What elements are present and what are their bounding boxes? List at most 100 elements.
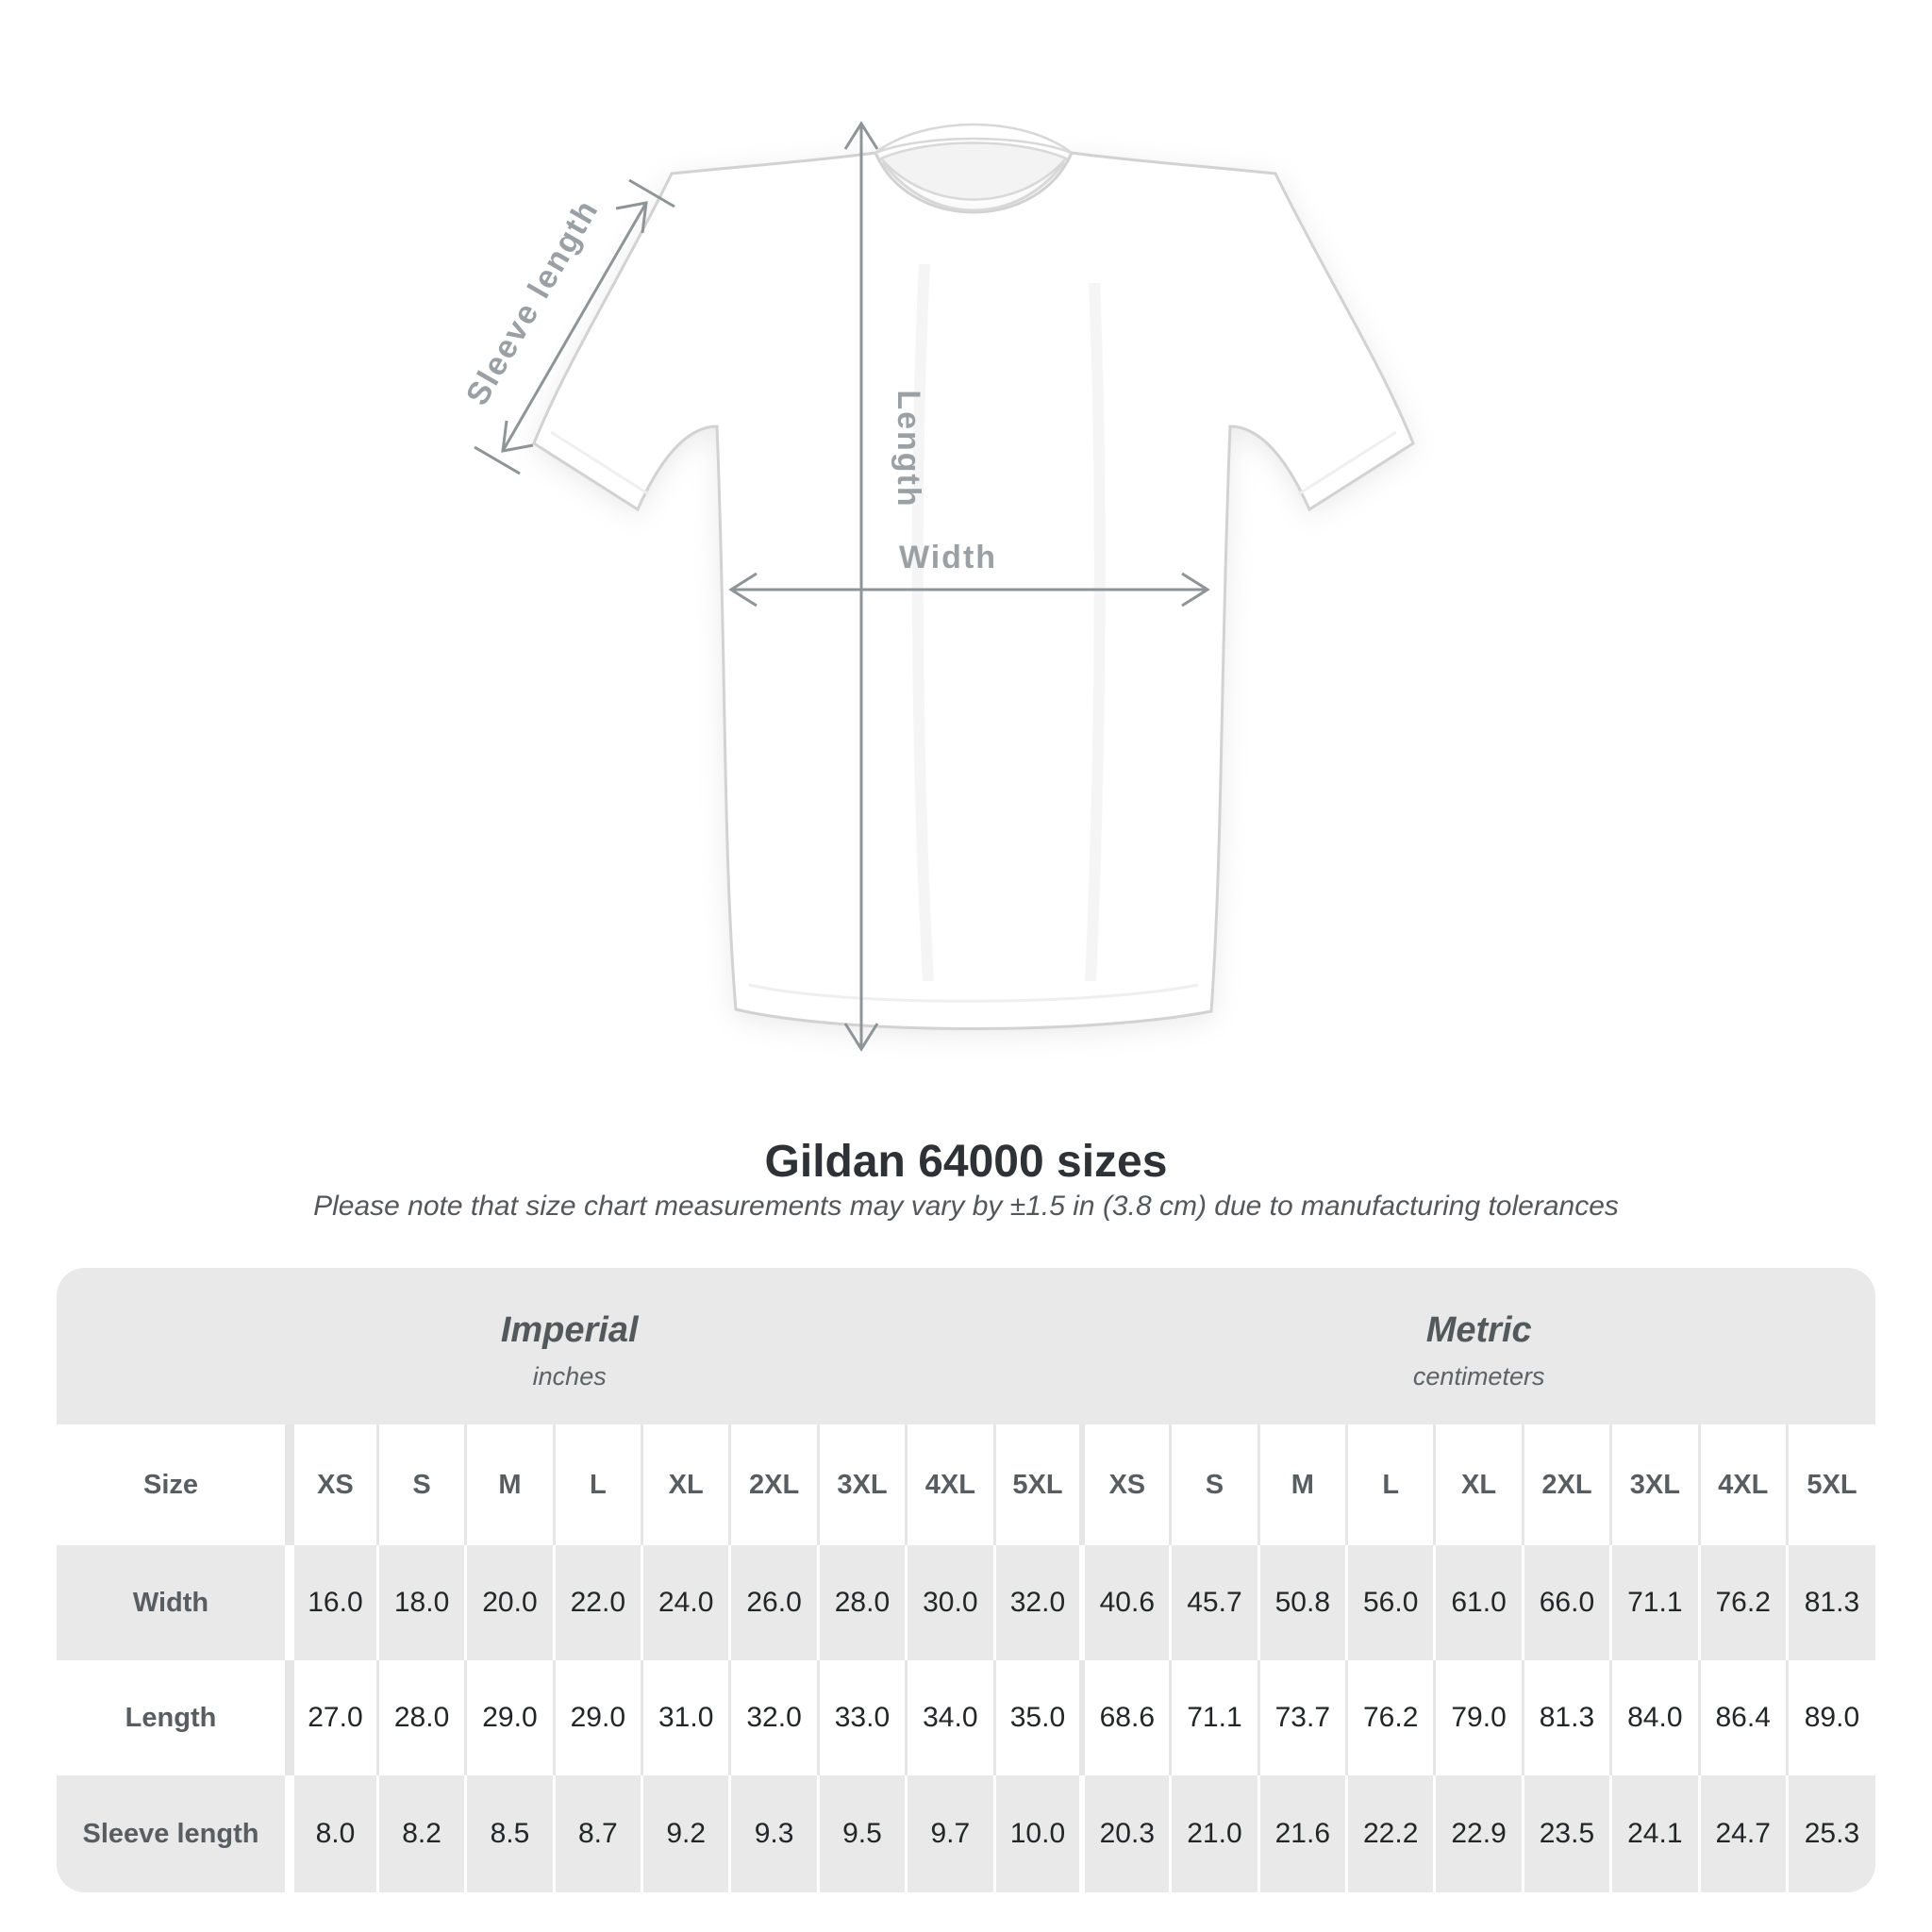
size-col-header: 5XL — [1785, 1424, 1875, 1545]
size-col-header: S — [1169, 1424, 1259, 1545]
value-cell: 66.0 — [1521, 1545, 1611, 1660]
value-cell: 71.1 — [1609, 1545, 1699, 1660]
size-header-row: Size XS S M L XL 2XL 3XL 4XL 5XL XS S M L XL 2XL 3XL 4XL 5… — [57, 1424, 1875, 1545]
sleeve-length-arrow — [474, 178, 675, 475]
left-cuff-stitch — [550, 430, 650, 496]
value-cell: 68.6 — [1079, 1660, 1171, 1775]
value-cell: 35.0 — [992, 1660, 1083, 1775]
page-subtitle: Please note that size chart measurements… — [313, 1191, 1619, 1222]
value-cell: 61.0 — [1433, 1545, 1524, 1660]
value-cell: 73.7 — [1257, 1660, 1347, 1775]
size-col-header: S — [375, 1424, 466, 1545]
value-cell: 20.3 — [1079, 1775, 1171, 1892]
measurement-row: Length 27.0 28.0 29.0 29.0 31.0 32.0 33.0 34.0 35… — [57, 1660, 1875, 1775]
imperial-unit: inches — [532, 1362, 607, 1391]
size-col-header: XS — [1079, 1424, 1171, 1545]
value-cell: 30.0 — [905, 1545, 994, 1660]
imperial-section-header: Imperial inches — [57, 1268, 1082, 1424]
value-cell: 76.2 — [1344, 1660, 1435, 1775]
unit-section-headers: Imperial inches Metric centimeters — [57, 1268, 1875, 1424]
page-title: Gildan 64000 sizes — [764, 1137, 1168, 1187]
value-cell: 29.0 — [464, 1660, 555, 1775]
measurement-row: Sleeve length 8.0 8.2 8.5 8.7 9.2 9.3 9.5 9.7 10.… — [57, 1775, 1875, 1892]
value-cell: 86.4 — [1697, 1660, 1788, 1775]
metric-label: Metric — [1425, 1310, 1532, 1350]
value-cell: 24.7 — [1697, 1775, 1788, 1892]
value-cell: 76.2 — [1697, 1545, 1788, 1660]
collar-back — [874, 123, 1073, 155]
size-col-header: 5XL — [992, 1424, 1083, 1545]
imperial-label: Imperial — [500, 1310, 639, 1350]
size-col-header: 4XL — [905, 1424, 994, 1545]
value-cell: 33.0 — [816, 1660, 907, 1775]
size-col-header: XS — [284, 1424, 378, 1545]
value-cell: 32.0 — [728, 1660, 819, 1775]
metric-unit: centimeters — [1412, 1362, 1545, 1391]
value-cell: 34.0 — [905, 1660, 994, 1775]
length-arrow — [843, 121, 879, 1052]
collar-band-line — [881, 161, 1066, 212]
value-cell: 84.0 — [1609, 1660, 1699, 1775]
collar-opening — [878, 142, 1069, 201]
value-cell: 45.7 — [1169, 1545, 1259, 1660]
hem-stitch — [748, 983, 1199, 1003]
tshirt-diagram: Length Width Sleeve length — [459, 121, 1415, 1052]
size-col-header: M — [1257, 1424, 1347, 1545]
value-cell: 71.1 — [1169, 1660, 1259, 1775]
value-cell: 28.0 — [375, 1660, 466, 1775]
value-cell: 21.0 — [1169, 1775, 1259, 1892]
value-cell: 8.5 — [464, 1775, 555, 1892]
value-cell: 18.0 — [375, 1545, 466, 1660]
fabric-fold — [911, 263, 934, 982]
length-label: Length — [891, 390, 926, 508]
value-cell: 8.2 — [375, 1775, 466, 1892]
value-cell: 22.9 — [1433, 1775, 1524, 1892]
value-cell: 25.3 — [1785, 1775, 1875, 1892]
size-col-header: L — [1344, 1424, 1435, 1545]
size-col-header: XL — [1433, 1424, 1524, 1545]
value-cell: 29.0 — [552, 1660, 642, 1775]
size-col-header: 2XL — [1521, 1424, 1611, 1545]
value-cell: 81.3 — [1521, 1660, 1611, 1775]
value-cell: 23.5 — [1521, 1775, 1611, 1892]
fabric-fold — [1085, 282, 1106, 982]
right-cuff-stitch — [1297, 430, 1397, 496]
value-cell: 26.0 — [728, 1545, 819, 1660]
row-label: Length — [125, 1702, 217, 1733]
value-cell: 24.1 — [1609, 1775, 1699, 1892]
size-table-panel: Imperial inches Metric centimeters Size X… — [57, 1268, 1875, 1892]
value-cell: 24.0 — [640, 1545, 730, 1660]
value-cell: 28.0 — [816, 1545, 907, 1660]
size-col-header: 4XL — [1697, 1424, 1788, 1545]
value-cell: 21.6 — [1257, 1775, 1347, 1892]
size-col-header: M — [464, 1424, 555, 1545]
value-cell: 89.0 — [1785, 1660, 1875, 1775]
value-cell: 27.0 — [284, 1660, 378, 1775]
metric-section-header: Metric centimeters — [1082, 1268, 1875, 1424]
value-cell: 31.0 — [640, 1660, 730, 1775]
row-label: Sleeve length — [82, 1818, 259, 1849]
value-cell: 40.6 — [1079, 1545, 1171, 1660]
value-cell: 9.3 — [728, 1775, 819, 1892]
value-cell: 22.2 — [1344, 1775, 1435, 1892]
size-col-header: 2XL — [728, 1424, 819, 1545]
value-cell: 9.5 — [816, 1775, 907, 1892]
value-cell: 79.0 — [1433, 1660, 1524, 1775]
width-label: Width — [899, 540, 997, 575]
size-col-header: 3XL — [1609, 1424, 1699, 1545]
width-arrow — [728, 572, 1210, 608]
size-col-header: 3XL — [816, 1424, 907, 1545]
value-cell: 56.0 — [1344, 1545, 1435, 1660]
value-cell: 81.3 — [1785, 1545, 1875, 1660]
size-table: Size XS S M L XL 2XL 3XL 4XL 5XL XS S M L XL 2XL 3XL 4XL 5… — [57, 1424, 1875, 1892]
value-cell: 16.0 — [284, 1545, 378, 1660]
value-cell: 20.0 — [464, 1545, 555, 1660]
value-cell: 50.8 — [1257, 1545, 1347, 1660]
measurement-row: Width 16.0 18.0 20.0 22.0 24.0 26.0 28.0 30.0 32.… — [57, 1545, 1875, 1660]
row-label: Width — [132, 1587, 209, 1618]
size-col-header: L — [552, 1424, 642, 1545]
value-cell: 8.0 — [284, 1775, 378, 1892]
value-cell: 22.0 — [552, 1545, 642, 1660]
value-cell: 10.0 — [992, 1775, 1083, 1892]
